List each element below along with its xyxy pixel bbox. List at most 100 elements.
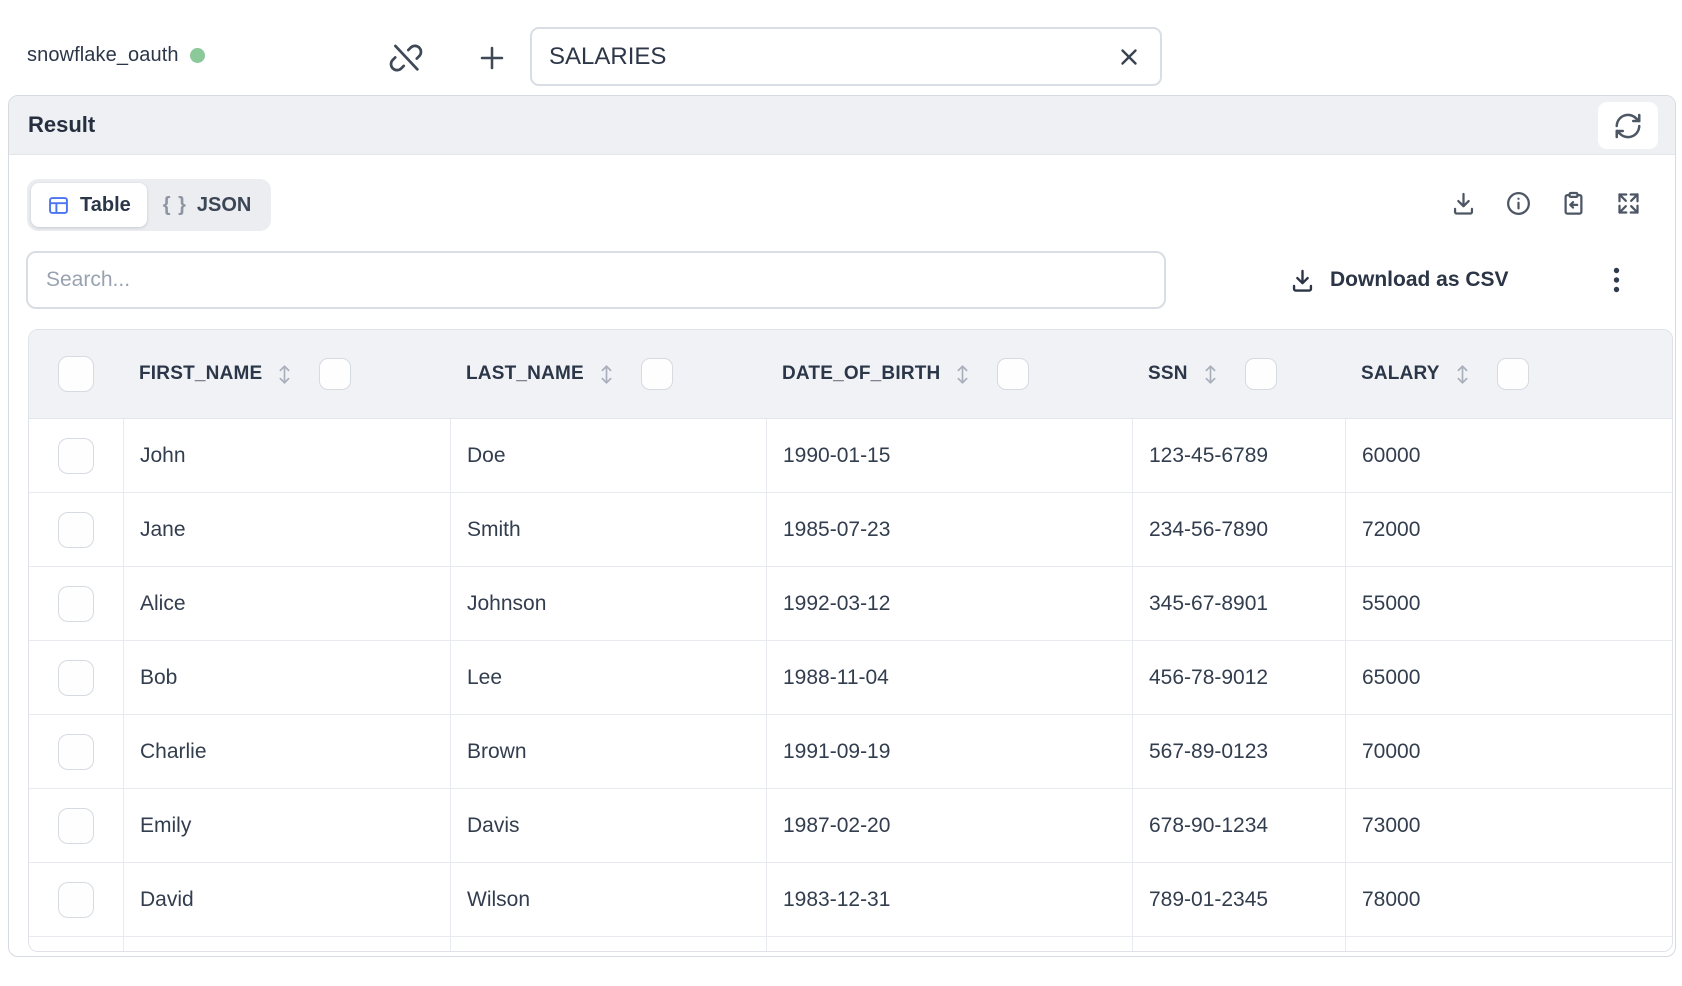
- cell-last-name: Smith: [450, 493, 766, 566]
- copy-to-clipboard-button[interactable]: [1556, 186, 1590, 220]
- result-toolbar: [1446, 186, 1645, 220]
- cell-date-of-birth: 1987-02-20: [766, 789, 1132, 862]
- tab-table-label: Table: [80, 193, 131, 216]
- view-switcher: Table { } JSON: [27, 179, 272, 231]
- disconnect-button[interactable]: [382, 34, 430, 82]
- cell-salary: [1345, 937, 1672, 951]
- select-all-checkbox[interactable]: [58, 356, 94, 392]
- cell-last-name: [450, 937, 766, 951]
- cell-last-name: Lee: [450, 641, 766, 714]
- link-slash-icon: [389, 44, 423, 72]
- more-options-button[interactable]: [1597, 251, 1635, 309]
- tab-json-view[interactable]: { } JSON: [147, 183, 268, 227]
- download-csv-button[interactable]: Download as CSV: [1289, 251, 1509, 309]
- cell-last-name: Wilson: [450, 863, 766, 936]
- table-name-input[interactable]: [532, 29, 1160, 84]
- cell-first-name: Emily: [123, 789, 450, 862]
- column-checkbox[interactable]: [1496, 358, 1529, 390]
- cell-first-name: Bob: [123, 641, 450, 714]
- column-checkbox[interactable]: [640, 358, 673, 390]
- cell-ssn: 345-67-8901: [1132, 567, 1345, 640]
- tab-json-label: JSON: [196, 193, 252, 216]
- sort-icon[interactable]: [599, 363, 614, 386]
- cell-first-name: Alice: [123, 567, 450, 640]
- table-grid-icon: [49, 196, 68, 214]
- row-checkbox-cell: [29, 567, 123, 640]
- cell-salary: 65000: [1345, 641, 1672, 714]
- cell-date-of-birth: 1990-01-15: [766, 419, 1132, 492]
- table-row: Bob Lee 1988-11-04 456-78-9012 65000: [29, 641, 1672, 715]
- cell-first-name: John: [123, 419, 450, 492]
- column-checkbox[interactable]: [997, 358, 1030, 390]
- cell-salary: 73000: [1345, 789, 1672, 862]
- connection-bar: snowflake_oauth: [0, 0, 1682, 95]
- cell-date-of-birth: [766, 937, 1132, 951]
- row-checkbox[interactable]: [58, 585, 94, 622]
- row-checkbox[interactable]: [58, 807, 94, 844]
- cell-last-name: Doe: [450, 419, 766, 492]
- expand-icon: [1617, 192, 1639, 214]
- row-checkbox-cell: [29, 789, 123, 862]
- cell-salary: 55000: [1345, 567, 1672, 640]
- tab-table-view[interactable]: Table: [31, 183, 147, 227]
- clear-table-name-button[interactable]: [1106, 34, 1152, 80]
- cell-ssn: 678-90-1234: [1132, 789, 1345, 862]
- column-checkbox[interactable]: [1244, 358, 1277, 390]
- cell-first-name: David: [123, 863, 450, 936]
- row-checkbox[interactable]: [58, 881, 94, 918]
- row-checkbox-cell: [29, 641, 123, 714]
- result-panel: Result Table { } JSON: [8, 95, 1676, 957]
- refresh-button[interactable]: [1598, 102, 1658, 149]
- sort-icon[interactable]: [277, 363, 292, 386]
- sort-icon[interactable]: [1203, 363, 1218, 386]
- table-row: Jane Smith 1985-07-23 234-56-7890 72000: [29, 493, 1672, 567]
- connection-name: snowflake_oauth: [27, 44, 179, 66]
- search-input[interactable]: [26, 251, 1166, 309]
- row-checkbox[interactable]: [58, 659, 94, 696]
- json-braces-icon: { }: [162, 193, 187, 216]
- cell-ssn: 789-01-2345: [1132, 863, 1345, 936]
- column-header-first-name[interactable]: FIRST_NAME: [123, 330, 450, 418]
- cell-first-name: Charlie: [123, 715, 450, 788]
- add-query-button[interactable]: [468, 34, 516, 82]
- row-checkbox[interactable]: [58, 437, 94, 474]
- column-header-last-name[interactable]: LAST_NAME: [450, 330, 766, 418]
- row-checkbox-cell: [29, 715, 123, 788]
- column-label: LAST_NAME: [466, 363, 584, 384]
- info-icon: [1506, 191, 1530, 215]
- info-button[interactable]: [1501, 186, 1535, 220]
- download-result-button[interactable]: [1446, 186, 1480, 220]
- connection-status: snowflake_oauth: [27, 44, 205, 67]
- clipboard-import-icon: [1564, 191, 1582, 215]
- cell-salary: 72000: [1345, 493, 1672, 566]
- column-label: SSN: [1148, 363, 1188, 384]
- row-checkbox-cell: [29, 937, 123, 951]
- table-name-field: [530, 27, 1162, 86]
- cell-first-name: Jane: [123, 493, 450, 566]
- table-header-row: FIRST_NAME LAST_NAME: [29, 330, 1672, 419]
- table-row-clipped: [29, 937, 1672, 951]
- download-icon: [1292, 269, 1313, 292]
- refresh-icon: [1615, 113, 1641, 138]
- cell-first-name: [123, 937, 450, 951]
- column-header-date-of-birth[interactable]: DATE_OF_BIRTH: [766, 330, 1132, 418]
- sort-icon[interactable]: [955, 363, 970, 386]
- cell-date-of-birth: 1985-07-23: [766, 493, 1132, 566]
- cell-last-name: Johnson: [450, 567, 766, 640]
- row-checkbox[interactable]: [58, 733, 94, 770]
- column-checkbox[interactable]: [319, 358, 352, 390]
- cell-last-name: Brown: [450, 715, 766, 788]
- table-body: John Doe 1990-01-15 123-45-6789 60000 Ja…: [29, 419, 1672, 937]
- cell-date-of-birth: 1988-11-04: [766, 641, 1132, 714]
- column-header-ssn[interactable]: SSN: [1132, 330, 1345, 418]
- row-checkbox[interactable]: [58, 511, 94, 548]
- cell-ssn: [1132, 937, 1345, 951]
- sort-icon[interactable]: [1455, 363, 1470, 386]
- cell-last-name: Davis: [450, 789, 766, 862]
- download-csv-label: Download as CSV: [1330, 268, 1509, 291]
- plus-icon: [480, 46, 504, 70]
- expand-fullscreen-button[interactable]: [1611, 186, 1645, 220]
- cell-date-of-birth: 1983-12-31: [766, 863, 1132, 936]
- column-header-salary[interactable]: SALARY: [1345, 330, 1672, 418]
- cell-ssn: 123-45-6789: [1132, 419, 1345, 492]
